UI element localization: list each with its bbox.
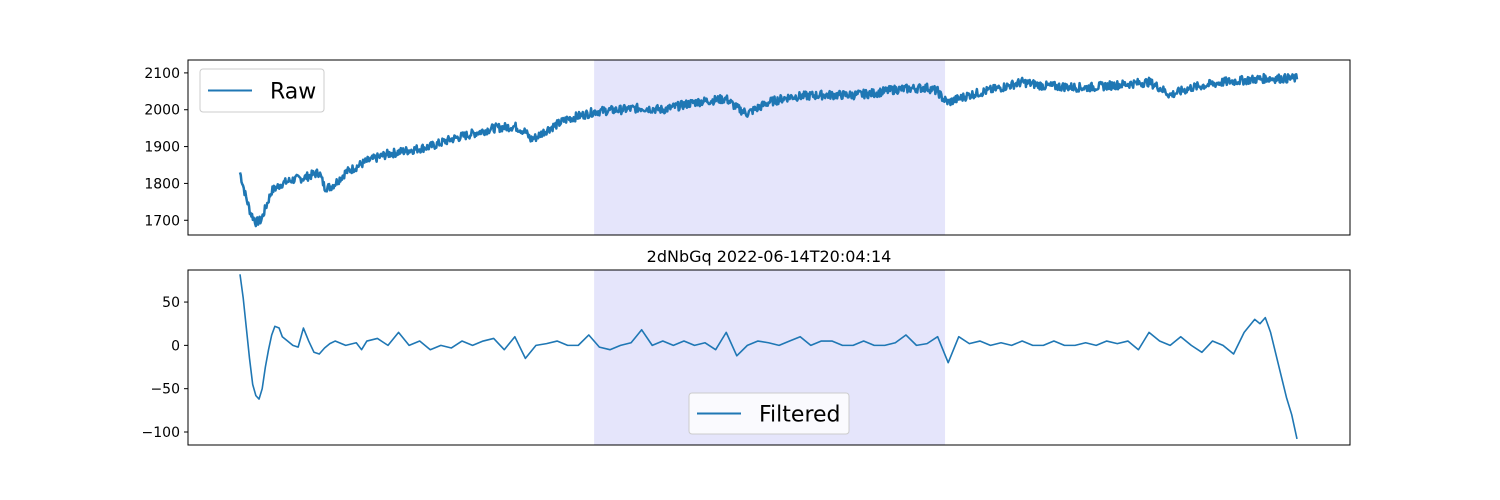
legend-label: Raw [270,80,316,105]
y-tick-label: 1700 [144,213,180,229]
y-tick-label: −50 [150,382,180,398]
y-tick-label: −100 [142,425,180,441]
axes-frame [187,269,1351,446]
filtered-panel: −100 −50 0 50 2dNbGq 2022-06-14T20:04:14 Filt… [142,247,1351,446]
legend-box [688,392,850,435]
series-line-filtered [239,274,1298,440]
y-tick-label: 1900 [144,140,180,156]
y-tick-label: 2000 [144,103,180,119]
legend-box [199,68,325,113]
chart-title: 2dNbGq 2022-06-14T20:04:14 [647,247,892,266]
y-tick-label: 2100 [144,66,180,82]
y-tick-label: 50 [162,295,180,311]
legend-label: Filtered [759,403,841,428]
legend: Filtered [688,392,850,435]
y-tick-label: 1800 [144,176,180,192]
axes-frame [187,59,1351,236]
y-tick-label: 0 [171,338,180,354]
legend: Raw [199,68,325,113]
raw-panel: 1700 1800 1900 2000 2100 Raw [144,59,1351,236]
series-line-raw [238,72,1299,228]
